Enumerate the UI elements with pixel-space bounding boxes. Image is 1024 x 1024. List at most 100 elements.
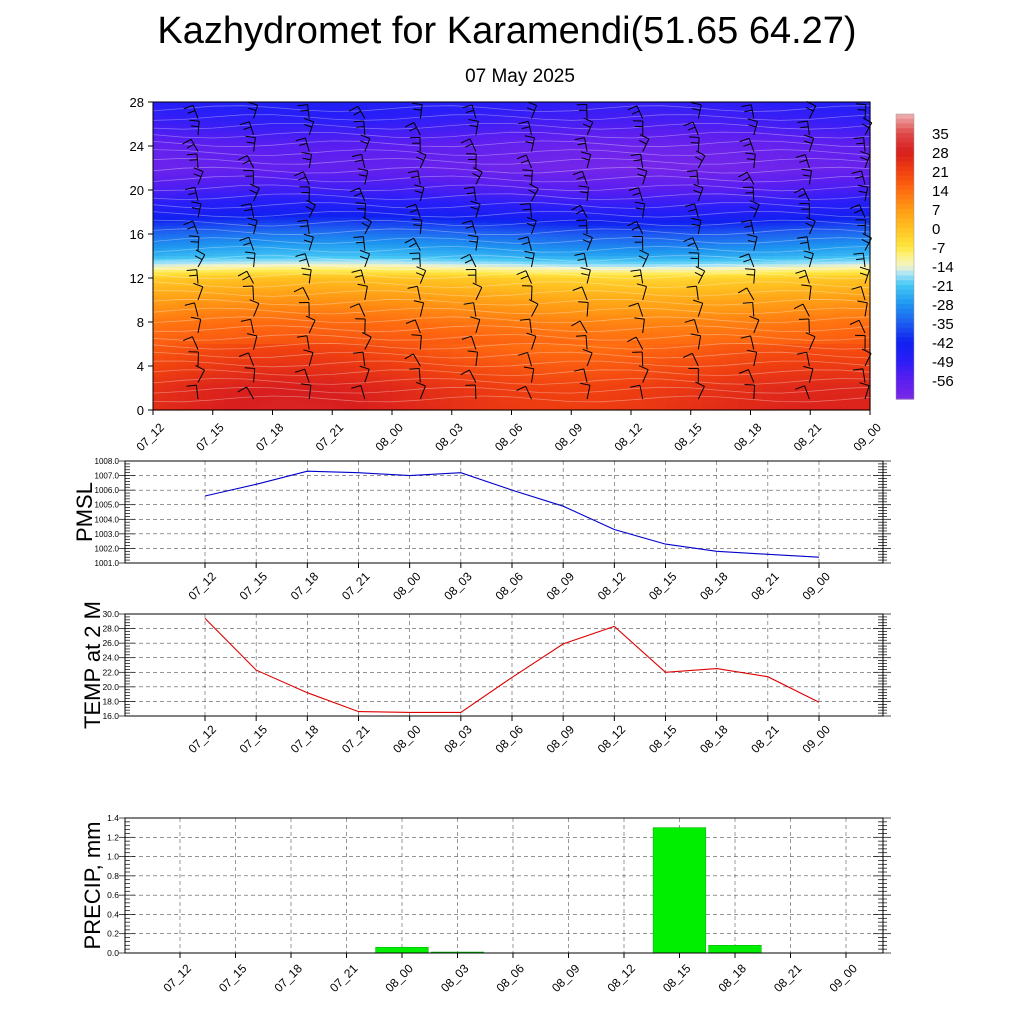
heatmap-cell	[344, 168, 357, 172]
heatmap-cell	[642, 338, 656, 342]
heatmap-cell	[595, 346, 608, 351]
heatmap-cell	[392, 107, 405, 111]
heatmap-cell	[164, 278, 178, 282]
heatmap-cell	[224, 258, 238, 263]
heatmap-cell	[654, 236, 668, 241]
heatmap-cell	[666, 308, 680, 312]
chart-subtitle: 07 May 2025	[465, 66, 575, 87]
heatmap-cell	[631, 272, 644, 276]
heatmap-cell	[451, 184, 465, 188]
heatmap-cell	[619, 280, 632, 285]
heatmap-cell	[296, 311, 309, 315]
heatmap-cell	[296, 239, 309, 243]
heatmap-cell	[403, 168, 417, 172]
heatmap-cell	[511, 223, 525, 227]
heatmap-cell	[308, 346, 321, 351]
heatmap-cell	[320, 137, 333, 142]
heatmap-cell	[487, 382, 501, 386]
heatmap-cell	[678, 154, 692, 158]
heatmap-cell	[427, 308, 441, 312]
heatmap-cell	[392, 253, 405, 257]
heatmap-cell	[547, 253, 560, 257]
heatmap-cell	[308, 115, 321, 120]
heatmap-cell	[308, 374, 321, 378]
heatmap-cell	[320, 115, 333, 120]
heatmap-cell	[619, 159, 632, 164]
heatmap-cell	[475, 349, 489, 353]
heatmap-cell	[236, 168, 250, 172]
heatmap-cell	[523, 206, 536, 210]
heatmap-cell	[260, 324, 274, 329]
heatmap-cell	[415, 209, 429, 213]
heatmap-cell	[595, 184, 608, 188]
heatmap-cell	[200, 267, 214, 271]
heatmap-cell	[427, 192, 441, 197]
heatmap-cell	[212, 289, 226, 293]
heatmap-cell	[631, 324, 644, 329]
heatmap-cell	[236, 291, 250, 296]
heatmap-cell	[654, 379, 668, 384]
heatmap-cell	[200, 294, 214, 298]
heatmap-cell	[153, 140, 166, 144]
heatmap-cell	[368, 247, 381, 252]
heatmap-cell	[248, 338, 262, 342]
heatmap-cell	[499, 135, 513, 139]
heatmap-cell	[439, 286, 453, 290]
heatmap-cell	[368, 388, 381, 392]
heatmap-cell	[415, 253, 429, 257]
heatmap-cell	[571, 404, 584, 408]
heatmap-cell	[284, 113, 297, 117]
heatmap-cell	[320, 374, 333, 378]
heatmap-cell	[678, 192, 692, 197]
heatmap-cell	[392, 357, 405, 362]
heatmap-cell	[511, 390, 525, 395]
heatmap-cell	[631, 256, 644, 260]
heatmap-cell	[607, 280, 620, 285]
heatmap-cell	[511, 187, 525, 191]
heatmap-cell	[427, 184, 441, 188]
heatmap-cell	[463, 377, 477, 381]
heatmap-cell	[463, 382, 477, 386]
heatmap-cell	[463, 388, 477, 392]
heatmap-cell	[260, 176, 274, 180]
heatmap-cell	[595, 289, 608, 293]
heatmap-cell	[164, 404, 178, 408]
heatmap-cell	[368, 289, 381, 293]
heatmap-cell	[308, 368, 321, 373]
heatmap-cell	[332, 344, 345, 348]
heatmap-cell	[607, 283, 620, 287]
heatmap-cell	[332, 330, 345, 334]
heatmap-cell	[571, 366, 584, 370]
heatmap-cell	[475, 214, 489, 219]
heatmap-cell	[344, 124, 357, 128]
heatmap-cell	[212, 316, 226, 320]
heatmap-cell	[344, 140, 357, 144]
heatmap-cell	[164, 173, 178, 177]
heatmap-cell	[607, 357, 620, 362]
heatmap-cell	[511, 322, 525, 326]
heatmap-cell	[236, 313, 250, 318]
heatmap-cell	[392, 165, 405, 169]
heatmap-cell	[200, 352, 214, 356]
heatmap-cell	[607, 294, 620, 298]
heatmap-cell	[511, 203, 525, 208]
heatmap-cell	[296, 206, 309, 210]
heatmap-cell	[463, 294, 477, 298]
heatmap-cell	[559, 258, 572, 263]
heatmap-cell	[523, 115, 536, 120]
heatmap-cell	[475, 102, 489, 106]
heatmap-cell	[164, 129, 178, 133]
heatmap-cell	[308, 195, 321, 199]
heatmap-cell	[439, 146, 453, 150]
heatmap-cell	[607, 162, 620, 166]
heatmap-cell	[559, 165, 572, 169]
heatmap-cell	[320, 390, 333, 395]
heatmap-cell	[535, 179, 548, 183]
heatmap-cell	[332, 102, 345, 106]
heatmap-cell	[356, 234, 369, 238]
heatmap-cell	[356, 212, 369, 216]
heatmap-cell	[547, 278, 560, 282]
heatmap-cell	[164, 220, 178, 224]
heatmap-cell	[212, 203, 226, 208]
heatmap-cell	[642, 110, 656, 114]
